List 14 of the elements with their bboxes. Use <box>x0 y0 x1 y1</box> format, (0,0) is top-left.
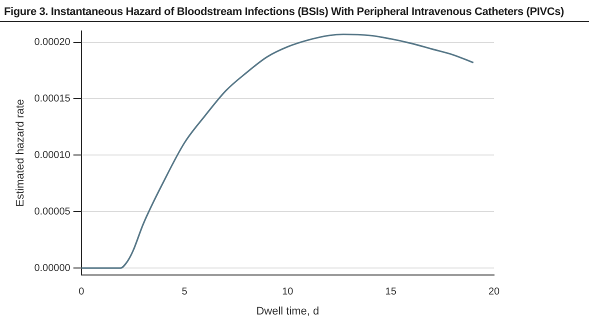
chart-title: Figure 3. Instantaneous Hazard of Bloodstream Infections (BSIs) With Peripheral Intravenous Catheters (PIVCs) <box>0 0 589 22</box>
y-tick-label: 0.00005 <box>34 206 71 218</box>
x-tick-label: 10 <box>282 286 294 298</box>
y-axis-title: Estimated hazard rate <box>14 99 27 207</box>
x-axis-title: Dwell time, d <box>256 305 320 318</box>
y-tick-label: 0.00000 <box>34 262 71 274</box>
x-tick-label: 0 <box>78 286 85 298</box>
x-tick-label: 15 <box>385 286 397 298</box>
y-tick-label: 0.00020 <box>34 37 71 48</box>
y-tick-label: 0.00010 <box>34 150 71 161</box>
line-series <box>81 34 474 269</box>
x-tick-label: 5 <box>182 286 188 298</box>
y-tick-label: 0.00015 <box>34 93 71 104</box>
x-tick-label: 20 <box>488 286 500 298</box>
